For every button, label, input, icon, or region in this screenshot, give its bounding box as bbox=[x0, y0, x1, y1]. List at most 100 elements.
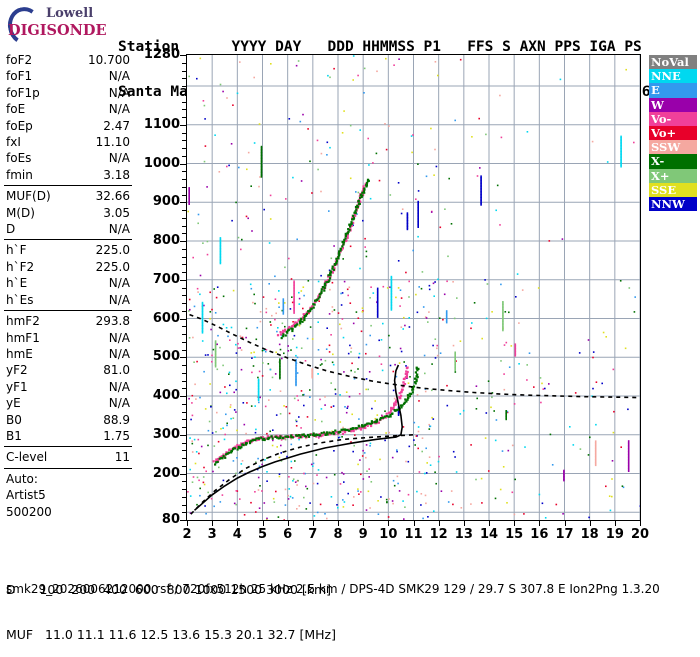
param-name: hmF2 bbox=[6, 314, 40, 329]
y-axis-minor-tick bbox=[182, 326, 186, 328]
param-row-hme: hmE N/A bbox=[4, 346, 132, 362]
param-row-hmf2: hmF2 293.8 bbox=[4, 313, 132, 329]
param-name: foEp bbox=[6, 118, 33, 133]
param-name: MUF(D) bbox=[6, 189, 51, 204]
y-tick-label: 1280 bbox=[143, 47, 180, 62]
x-tick-label: 3 bbox=[207, 527, 217, 542]
param-value: N/A bbox=[108, 379, 130, 394]
legend-item-noval[interactable]: NoVal bbox=[649, 55, 697, 70]
y-tick-label: 300 bbox=[152, 426, 180, 442]
y-axis-minor-tick bbox=[182, 55, 186, 56]
y-axis-minor-tick bbox=[182, 186, 186, 188]
x-tick-label: 13 bbox=[454, 527, 473, 542]
logo-lowell-text: Lowell bbox=[46, 6, 94, 21]
param-value: 81.0 bbox=[103, 363, 130, 378]
y-axis-tick bbox=[180, 520, 186, 521]
y-axis-minor-tick bbox=[182, 481, 186, 483]
autoscaler-block: Auto: Artist5 500200 bbox=[4, 471, 132, 520]
legend-item-ssw[interactable]: SSW bbox=[649, 140, 697, 155]
param-row-fof1: foF1 N/A bbox=[4, 68, 132, 84]
y-axis-minor-tick bbox=[182, 396, 186, 397]
param-group-divider bbox=[4, 185, 132, 187]
digisonde-logo: Lowell DIGISONDE bbox=[4, 3, 118, 49]
param-name: yF2 bbox=[6, 363, 28, 378]
param-name: h`F bbox=[6, 243, 27, 258]
y-tick-label: 1100 bbox=[143, 116, 180, 132]
y-axis-minor-tick bbox=[182, 489, 186, 490]
y-axis-minor-tick bbox=[182, 434, 186, 436]
legend-item-w[interactable]: W bbox=[649, 97, 697, 112]
x-axis-tick bbox=[187, 521, 188, 526]
legend-item-label: NNW bbox=[651, 196, 685, 211]
param-value: N/A bbox=[108, 346, 130, 361]
plot-noise-pixels bbox=[187, 55, 640, 520]
y-axis-minor-tick bbox=[182, 334, 186, 335]
series-electron-density-profile bbox=[193, 364, 404, 511]
y-axis-minor-tick bbox=[182, 279, 186, 281]
legend-item-e[interactable]: E bbox=[649, 83, 697, 98]
y-axis-minor-tick bbox=[182, 101, 186, 103]
y-axis-minor-tick bbox=[182, 233, 186, 235]
param-row-fxi: fxI 11.10 bbox=[4, 134, 132, 150]
legend-item-vo[interactable]: Vo- bbox=[649, 111, 697, 126]
y-axis-minor-tick bbox=[182, 365, 186, 366]
param-name: h`Es bbox=[6, 292, 34, 307]
param-name: foEs bbox=[6, 151, 32, 166]
param-value: 2.47 bbox=[103, 118, 130, 133]
param-name: hmF1 bbox=[6, 330, 40, 345]
x-axis-tick bbox=[388, 521, 390, 526]
y-axis-minor-tick bbox=[182, 86, 186, 87]
legend-item-label: X+ bbox=[651, 168, 670, 183]
legend-item-x[interactable]: X+ bbox=[649, 168, 697, 183]
y-axis-minor-tick bbox=[182, 225, 186, 227]
y-tick-label: 1000 bbox=[143, 155, 180, 171]
legend-item-x[interactable]: X- bbox=[649, 154, 697, 169]
y-tick-label: 200 bbox=[152, 465, 180, 481]
y-axis-minor-tick bbox=[182, 210, 186, 211]
x-axis-tick bbox=[614, 521, 616, 526]
legend-item-label: E bbox=[651, 83, 660, 98]
param-row-fof1p: foF1p N/A bbox=[4, 85, 132, 101]
param-row-clevel: C-level 11 bbox=[4, 449, 132, 465]
param-row-yf2: yF2 81.0 bbox=[4, 362, 132, 378]
param-value: N/A bbox=[108, 69, 130, 84]
y-axis-minor-tick bbox=[182, 357, 186, 359]
param-group-divider bbox=[4, 310, 132, 312]
legend-item-label: SSE bbox=[651, 182, 677, 197]
param-name: h`F2 bbox=[6, 259, 35, 274]
legend-item-vo[interactable]: Vo+ bbox=[649, 125, 697, 141]
legend-item-nne[interactable]: NNE bbox=[649, 69, 697, 84]
x-tick-label: 7 bbox=[308, 527, 318, 542]
legend-item-sse[interactable]: SSE bbox=[649, 182, 697, 197]
param-row-b1: B1 1.75 bbox=[4, 428, 132, 444]
x-axis-tick bbox=[438, 521, 440, 526]
x-tick-label: 15 bbox=[505, 527, 524, 542]
logo-digisonde-text: DIGISONDE bbox=[8, 22, 107, 39]
x-tick-label: 18 bbox=[580, 527, 599, 542]
param-name: fmin bbox=[6, 167, 33, 182]
param-row-hf: h`F 225.0 bbox=[4, 242, 132, 258]
param-row-fmin: fmin 3.18 bbox=[4, 167, 132, 183]
param-value: N/A bbox=[108, 330, 130, 345]
series-f2-second-hop-o-trace bbox=[276, 182, 367, 337]
legend-item-nnw[interactable]: NNW bbox=[649, 196, 697, 212]
param-value: 3.05 bbox=[103, 205, 130, 220]
x-tick-label: 17 bbox=[555, 527, 574, 542]
y-axis-minor-tick bbox=[182, 140, 186, 142]
x-axis-tick bbox=[463, 521, 465, 526]
y-tick-label: 80 bbox=[161, 512, 180, 527]
series-f2-second-hop-x-trace bbox=[280, 178, 370, 340]
y-axis-minor-tick bbox=[182, 442, 186, 444]
y-axis-minor-tick bbox=[182, 465, 186, 467]
y-axis-minor-tick bbox=[182, 388, 186, 390]
param-value: N/A bbox=[108, 85, 130, 100]
legend-item-label: SSW bbox=[651, 140, 681, 155]
x-axis-tick bbox=[262, 521, 264, 526]
x-tick-label: 6 bbox=[283, 527, 293, 542]
ionogram-plot[interactable] bbox=[186, 54, 641, 521]
y-axis-minor-tick bbox=[182, 248, 186, 250]
x-tick-label: 16 bbox=[530, 527, 549, 542]
param-name: foF2 bbox=[6, 53, 33, 67]
x-axis-tick bbox=[564, 521, 566, 526]
param-name: C-level bbox=[6, 450, 48, 465]
